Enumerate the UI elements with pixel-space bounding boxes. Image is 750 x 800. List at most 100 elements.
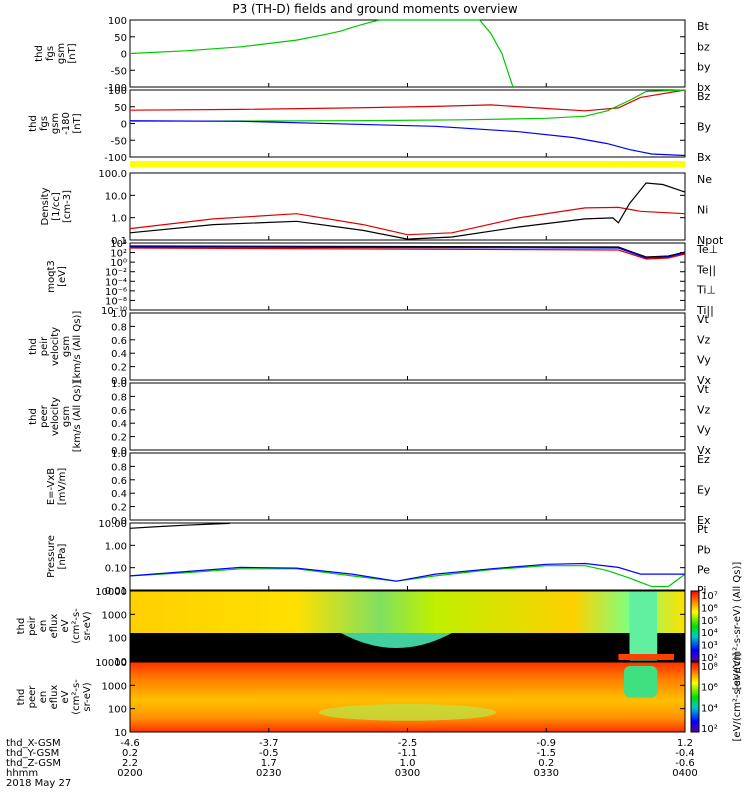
peer-velocity-legend-Vt: Vt xyxy=(697,383,710,396)
fgs-dsl-ytick-label: -50 xyxy=(111,136,127,147)
peir-eflux-ytick-label: 100 xyxy=(108,634,127,645)
fgs-ylabel: [nT] xyxy=(67,43,78,63)
ephemeris-value: -1.5 xyxy=(536,748,556,759)
efield-legend-Ez: Ez xyxy=(697,453,710,466)
peer-velocity-ylabel: [km/s (All Qs)] xyxy=(72,381,83,453)
fgs-legend-bz: bz xyxy=(697,40,710,53)
density-ytick-label: 10.0 xyxy=(105,191,127,202)
peer-eflux-ylabel: thd xyxy=(16,689,27,706)
ephemeris-value: -0.9 xyxy=(536,738,556,749)
temperature-ylabel: moqt3 xyxy=(46,260,57,293)
peer-eflux-ylabel: (cm²-s- xyxy=(71,679,82,715)
fgs-legend-Bt: Bt xyxy=(697,20,710,33)
peir-eflux-ylabel: sr-eV) xyxy=(82,611,93,640)
fgs-ylabel: thd xyxy=(34,45,45,62)
peer-velocity-frame xyxy=(129,382,686,451)
fgs-dsl-ytick-label: -100 xyxy=(104,153,127,164)
peir-velocity-ylabel: velocity xyxy=(50,327,61,366)
efield-ylabel: [mV/m] xyxy=(57,468,68,506)
density-ytick-label: 1.0 xyxy=(111,214,127,225)
peir-velocity-legend-Vy: Vy xyxy=(697,354,711,367)
fgs-ytick-label: 50 xyxy=(114,33,127,44)
peir-velocity-ytick-label: 0.8 xyxy=(111,322,127,333)
ephemeris-value: 0230 xyxy=(256,768,281,779)
pressure-ytick-label: 0.10 xyxy=(105,564,127,575)
peer-velocity-ylabel: velocity xyxy=(50,397,61,436)
peer-eflux-ytick-label: 100 xyxy=(108,705,127,716)
fgs-legend-by: by xyxy=(697,61,711,74)
ephemeris-value: 0330 xyxy=(534,768,559,779)
peer-velocity-ytick-label: 0.2 xyxy=(111,433,127,444)
fgs-ylabel: gsm xyxy=(56,43,67,64)
ephemeris-value: 0200 xyxy=(117,768,142,779)
efield-legend-Ey: Ey xyxy=(697,484,711,497)
peir-eflux-colorbar-tick: 10⁶ xyxy=(701,603,718,614)
ephemeris-value: 0.2 xyxy=(122,748,138,759)
density-ylabel: Density xyxy=(40,187,51,225)
pressure-legend-Pb: Pb xyxy=(697,543,711,556)
peir-eflux-ytick-label: 10 xyxy=(114,657,127,668)
peer-eflux-ylabel: en xyxy=(38,691,49,704)
ephemeris-value: -0.4 xyxy=(675,748,695,759)
efield-legend-Ex: Ex xyxy=(697,514,711,527)
peer-velocity-legend-Vz: Vz xyxy=(697,403,711,416)
efield-ytick-label: 1.0 xyxy=(111,449,127,460)
fgs-ytick-label: 100 xyxy=(108,16,127,27)
peir-velocity-frame xyxy=(129,312,686,381)
series-fgs-by xyxy=(129,19,514,88)
fgs-dsl-ylabel: [nT] xyxy=(72,113,83,133)
ephemeris-value: -2.5 xyxy=(398,738,418,749)
fgs-ytick-label: -100 xyxy=(104,83,127,94)
peir-eflux-colorbar-label: [eV/(cm²-s-sr-eV) (All Qs)] xyxy=(732,562,743,691)
peer-eflux-colorbar xyxy=(690,661,700,733)
efield-ytick-label: 0.2 xyxy=(111,503,127,514)
temperature-legend-Ti||: Ti|| xyxy=(696,304,714,317)
peer-eflux-ytick-label: 10000 xyxy=(95,658,127,669)
pressure-ytick-label: 10.00 xyxy=(98,519,127,530)
peer-eflux-colorbar-tick: 10⁸ xyxy=(701,662,718,673)
temperature-legend-Ti⊥: Ti⊥ xyxy=(696,284,716,297)
peir-eflux-colorbar xyxy=(690,590,700,662)
peer-spectrogram xyxy=(130,662,685,732)
peer-eflux-ylabel: eV xyxy=(60,690,71,703)
peer-velocity-ylabel: peer xyxy=(39,404,50,428)
series-pe xyxy=(129,565,686,588)
fgs-legend-bx: bx xyxy=(697,81,711,94)
peir-velocity-ytick-label: 0.0 xyxy=(111,376,127,387)
temperature-ytick-label: 10⁴ xyxy=(110,239,127,250)
efield-ytick-label: 0.4 xyxy=(111,489,127,500)
peir-spectrogram-dip xyxy=(340,633,452,648)
temperature-frame xyxy=(129,242,686,311)
peir-eflux-colorbar-tick: 10² xyxy=(701,653,718,664)
fgs-dsl-ylabel: fgs xyxy=(39,116,50,131)
series-ti-perp xyxy=(129,246,686,259)
temperature-legend-Te||: Te|| xyxy=(696,263,716,276)
peir-eflux-colorbar-tick: 10⁵ xyxy=(701,616,718,627)
density-ylabel: [1/cc] xyxy=(51,192,62,221)
peer-spectrogram-band xyxy=(623,666,658,698)
series-ne xyxy=(129,206,686,236)
density-ytick-label: 0.1 xyxy=(111,236,127,247)
ephemeris-value: -0.5 xyxy=(259,748,279,759)
peir-velocity-legend-Vz: Vz xyxy=(697,333,711,346)
ephemeris-label-hhmm: hhmm xyxy=(6,768,38,779)
peir-eflux-ylabel: eV xyxy=(60,619,71,632)
series-pt xyxy=(129,522,230,529)
efield-ytick-label: 0.8 xyxy=(111,462,127,473)
density-ylabel: [cm-3] xyxy=(62,190,73,223)
peer-spectrogram-low-blob xyxy=(318,704,497,721)
peir-velocity-ytick-label: 0.2 xyxy=(111,363,127,374)
peir-eflux-ytick-label: 1000 xyxy=(102,610,127,621)
pressure-ytick-label: 1.00 xyxy=(105,541,127,552)
peir-velocity-ytick-label: 0.6 xyxy=(111,336,127,347)
ephemeris-value: 1.0 xyxy=(400,758,416,769)
fgs-dsl-ytick-label: 0 xyxy=(121,120,127,131)
peer-velocity-ytick-label: 1.0 xyxy=(111,379,127,390)
peir-eflux-colorbar-tick: 10³ xyxy=(701,641,718,652)
fgs-dsl-frame xyxy=(129,89,686,158)
peer-eflux-colorbar-label: [eV/(cm²-s-sr-eV)] xyxy=(732,652,743,741)
pressure-legend-Pi: Pi xyxy=(697,584,706,597)
density-frame xyxy=(129,172,686,241)
fgs-dsl-legend-Bx: Bx xyxy=(697,151,712,164)
